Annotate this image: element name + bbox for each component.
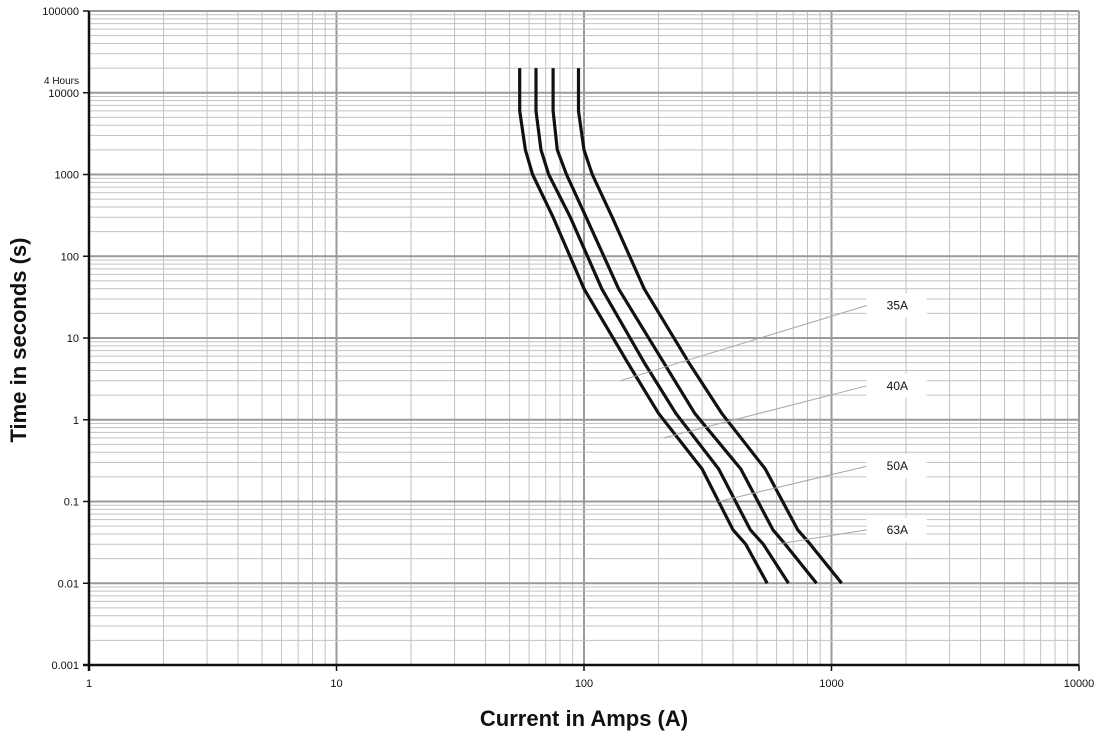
y-tick-label: 0.01 (58, 578, 79, 590)
y-tick-label: 1 (73, 415, 79, 427)
callout-label-35a: 35A (887, 298, 908, 312)
callout-box (866, 373, 927, 398)
callout-label-50a: 50A (887, 459, 908, 473)
x-tick-label: 1 (86, 678, 92, 690)
y-tick-label: 100000 (42, 6, 79, 18)
curve-63a (576, 68, 843, 585)
callout-leader-line (776, 529, 867, 545)
y-tick-label: 10 (67, 333, 79, 345)
x-tick-label: 10000 (1064, 678, 1095, 690)
grid-layer (88, 10, 1080, 666)
curve-50a (551, 68, 818, 585)
y-tick-label: 0.1 (64, 497, 79, 509)
callout-box (866, 293, 927, 318)
x-axis-title: Current in Amps (A) (480, 706, 688, 731)
x-tick-label: 1000 (819, 678, 843, 690)
callout-layer: 35A 40A 50A 63A (620, 293, 927, 545)
callout-label-63a: 63A (887, 523, 908, 537)
curve-layer (518, 68, 843, 585)
callout-box (866, 454, 927, 479)
tick-layer: 1 10 100 1000 10000 0.001 0.01 0.1 1 10 100 1000 100… (42, 6, 1094, 690)
y-tick-label: 10000 (48, 88, 79, 100)
y-axis-title: Time in seconds (s) (6, 238, 31, 443)
y-tick-label: 1000 (55, 170, 79, 182)
callout-leader-line (718, 465, 867, 502)
callout-label-40a: 40A (887, 379, 908, 393)
callout-box (866, 517, 927, 542)
curve-35a (518, 68, 769, 585)
x-tick-label: 100 (575, 678, 593, 690)
x-tick-label: 10 (330, 678, 342, 690)
y-tick-label: 0.001 (51, 660, 79, 672)
axis-layer (83, 10, 1080, 671)
y-tick-label: 100 (61, 251, 79, 263)
callout-leader-line (620, 304, 867, 382)
y-annotation-label: 4 Hours (44, 76, 79, 87)
curve-40a (534, 68, 790, 585)
callout-leader-line (663, 385, 867, 439)
